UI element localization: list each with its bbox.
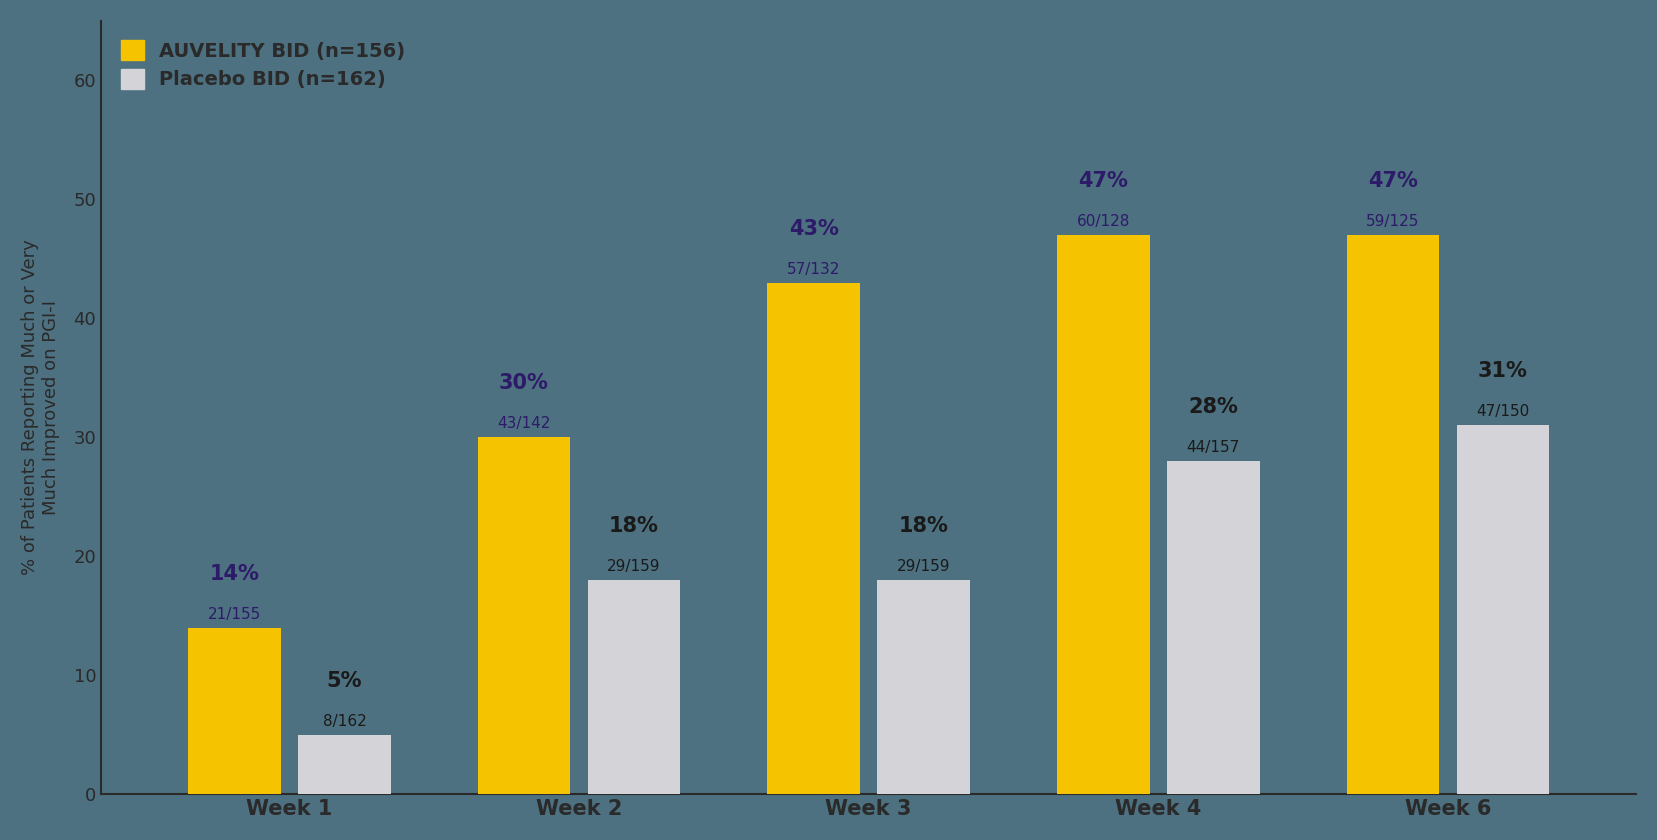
Text: 30%: 30% [499,373,548,393]
Bar [1057,235,1150,795]
Text: 29/159: 29/159 [608,559,661,575]
Text: 28%: 28% [1188,397,1238,417]
Text: 21/155: 21/155 [207,606,262,622]
Text: 43/142: 43/142 [497,417,550,432]
Text: 57/132: 57/132 [787,262,840,276]
Bar [477,438,570,795]
Text: 43%: 43% [789,218,838,239]
Y-axis label: % of Patients Reporting Much or Very
Much Improved on PGI-I: % of Patients Reporting Much or Very Muc… [22,239,60,575]
Bar [1167,461,1259,795]
Text: 18%: 18% [898,516,948,536]
Text: 14%: 14% [209,564,258,584]
Text: 8/162: 8/162 [323,714,366,729]
Text: 31%: 31% [1478,361,1528,381]
Text: 47%: 47% [1369,171,1418,191]
Bar [298,735,391,795]
Text: 60/128: 60/128 [1077,214,1130,229]
Bar [877,580,969,795]
Legend: AUVELITY BID (n=156), Placebo BID (n=162): AUVELITY BID (n=156), Placebo BID (n=162… [111,30,416,99]
Text: 59/125: 59/125 [1365,214,1420,229]
Bar [588,580,681,795]
Bar [1347,235,1440,795]
Bar [767,282,860,795]
Text: 44/157: 44/157 [1186,440,1239,455]
Text: 18%: 18% [610,516,659,536]
Text: 5%: 5% [326,671,363,690]
Text: 29/159: 29/159 [896,559,951,575]
Bar [187,627,280,795]
Text: 47%: 47% [1079,171,1128,191]
Bar [1457,425,1549,795]
Text: 47/150: 47/150 [1476,405,1529,419]
